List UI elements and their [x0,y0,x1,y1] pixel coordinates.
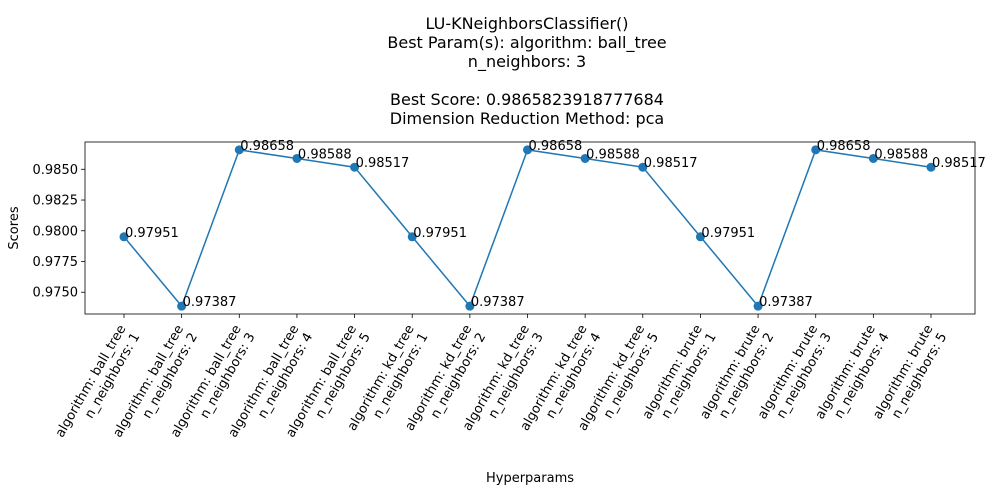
data-label: 0.98588 [298,147,352,162]
data-label: 0.98658 [817,139,871,154]
data-label: 0.98658 [529,139,583,154]
data-point [753,301,763,311]
x-axis-label: Hyperparams [486,471,574,486]
data-point [350,162,360,172]
data-point [292,153,302,163]
data-points [119,145,936,311]
y-tick-label: 0.9775 [33,255,79,270]
data-label: 0.98517 [932,156,986,171]
data-point [695,232,705,242]
x-axis-ticks: algorithm: ball_treen_neighbors: 1algori… [53,314,950,449]
data-point [580,153,590,163]
y-axis-label: Scores [7,206,22,249]
data-label: 0.97387 [183,295,237,310]
chart-title-line: Best Score: 0.9865823918777684 [390,90,664,109]
data-point [465,301,475,311]
data-point [119,232,129,242]
data-label: 0.98658 [240,139,294,154]
data-label: 0.98588 [586,147,640,162]
data-point [638,162,648,172]
y-tick-label: 0.9850 [33,163,79,178]
data-label: 0.98517 [644,156,698,171]
data-label: 0.98588 [874,147,928,162]
y-axis-ticks: 0.9750 0.9775 0.9800 0.9825 0.9850 [33,163,85,301]
x-tick-label: algorithm: ball_treen_neighbors: 1 [53,323,144,449]
y-tick-label: 0.9750 [33,286,79,301]
data-label: 0.98517 [356,156,410,171]
data-point [523,145,532,155]
data-label: 0.97951 [413,226,467,241]
data-label: 0.97951 [125,226,179,241]
data-label: 0.97387 [471,295,525,310]
chart-title-line: n_neighbors: 3 [468,52,586,72]
plot-area-frame [84,141,976,315]
data-point [926,162,936,172]
data-point [811,145,821,155]
data-point [868,153,878,163]
data-point [407,232,417,242]
data-point [177,301,187,311]
y-tick-label: 0.9800 [33,224,79,239]
data-label: 0.97951 [701,226,755,241]
chart-title-line: LU-KNeighborsClassifier() [425,14,628,33]
data-point [234,145,244,155]
chart-title: LU-KNeighborsClassifier()Best Param(s): … [387,14,666,128]
data-labels: 0.979510.973870.986580.985880.985170.979… [125,139,986,310]
series-line [123,149,932,308]
data-label: 0.97387 [759,295,813,310]
chart-title-line: Best Param(s): algorithm: ball_tree [387,33,666,53]
chart-title-line: Dimension Reduction Method: pca [390,109,664,128]
y-tick-label: 0.9825 [33,194,79,209]
